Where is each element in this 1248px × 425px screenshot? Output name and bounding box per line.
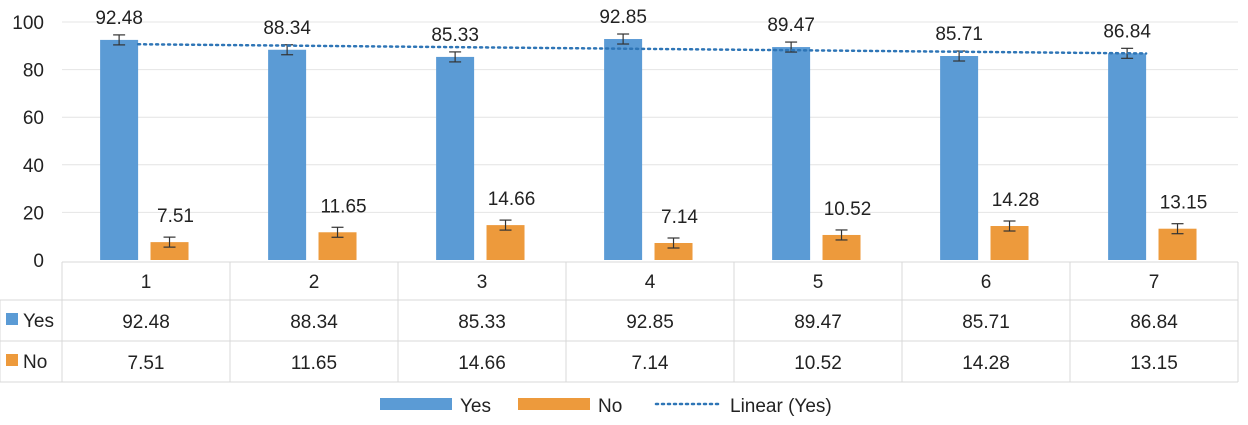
bar-no-3 xyxy=(486,225,525,260)
bar-yes-4 xyxy=(604,39,643,260)
legend-swatch-no xyxy=(518,398,590,410)
series-name-no: No xyxy=(23,352,47,373)
bar-yes-1 xyxy=(100,39,139,260)
data-label-yes-4: 92.85 xyxy=(599,7,647,28)
table-cell-yes: 89.47 xyxy=(794,312,842,333)
data-label-no-2: 11.65 xyxy=(320,196,366,217)
bar-yes-7 xyxy=(1108,53,1147,260)
table-cell-yes: 92.85 xyxy=(626,312,674,333)
data-label-no-5: 10.52 xyxy=(824,199,872,220)
table-cell-no: 13.15 xyxy=(1130,353,1178,374)
legend-key-no xyxy=(6,354,18,366)
error-bar-yes-3 xyxy=(449,51,462,63)
data-label-yes-7: 86.84 xyxy=(1103,21,1151,42)
legend-key-yes xyxy=(6,313,18,325)
bar-yes-2 xyxy=(268,49,307,261)
bar-yes-5 xyxy=(772,47,811,260)
legend-item-trendline: Linear (Yes) xyxy=(654,396,832,417)
table-cell-yes: 88.34 xyxy=(290,312,338,333)
table-cell-no: 10.52 xyxy=(794,353,842,374)
y-tick-label: 60 xyxy=(23,108,44,129)
data-label-yes-2: 88.34 xyxy=(263,18,311,39)
y-tick-label: 20 xyxy=(23,203,44,224)
error-bar-no-2 xyxy=(331,226,344,238)
data-label-no-1: 7.51 xyxy=(157,206,194,227)
error-bar-yes-1 xyxy=(113,34,126,46)
data-label-no-7: 13.15 xyxy=(1160,193,1208,214)
table-cell-no: 7.14 xyxy=(632,353,669,374)
y-tick-label: 80 xyxy=(23,61,44,82)
x-tick-label: 1 xyxy=(141,272,152,293)
x-tick-label: 5 xyxy=(813,272,824,293)
error-bar-no-1 xyxy=(163,236,176,248)
y-tick-label: 0 xyxy=(33,251,44,272)
table-cell-yes: 86.84 xyxy=(1130,312,1178,333)
data-label-no-3: 14.66 xyxy=(488,189,536,210)
table-cell-no: 7.51 xyxy=(128,353,165,374)
y-axis: 0 20 40 60 80 100 xyxy=(12,13,44,272)
error-bar-yes-4 xyxy=(617,33,630,45)
legend: Yes No Linear (Yes) xyxy=(380,396,832,417)
legend-label-no: No xyxy=(598,396,622,417)
data-table: 1 92.48 7.51 2 88.34 11.65 3 85.33 14.66 4 92.85 7.… xyxy=(0,261,1239,383)
x-tick-label: 4 xyxy=(645,272,656,293)
legend-label-yes: Yes xyxy=(460,396,491,417)
bar-no-4 xyxy=(654,243,693,260)
gridlines xyxy=(62,21,1238,213)
data-label-no-4: 7.14 xyxy=(661,207,698,228)
error-bar-no-4 xyxy=(667,237,680,249)
error-bar-no-5 xyxy=(835,229,848,241)
x-tick-label: 7 xyxy=(1149,272,1160,293)
table-cell-no: 14.28 xyxy=(962,353,1010,374)
data-labels: 92.48 7.51 88.34 11.65 85.33 14.66 92.85 7.14 89… xyxy=(95,7,1207,228)
legend-label-trendline: Linear (Yes) xyxy=(730,396,832,417)
bar-yes-3 xyxy=(436,56,475,261)
table-cell-yes: 85.71 xyxy=(962,312,1010,333)
bars xyxy=(100,39,1197,261)
trendline xyxy=(136,43,1148,55)
data-label-no-6: 14.28 xyxy=(992,190,1040,211)
y-tick-label: 100 xyxy=(12,13,44,34)
data-label-yes-1: 92.48 xyxy=(95,8,143,29)
error-bar-no-3 xyxy=(499,219,512,231)
legend-swatch-yes xyxy=(380,398,452,410)
table-cell-yes: 92.48 xyxy=(122,312,170,333)
data-label-yes-6: 85.71 xyxy=(935,24,983,45)
data-label-yes-5: 89.47 xyxy=(767,15,815,36)
bar-no-1 xyxy=(150,242,189,260)
series-name-yes: Yes xyxy=(23,311,54,332)
legend-item-yes: Yes xyxy=(380,396,491,417)
table-row-header-yes: Yes xyxy=(6,311,54,332)
legend-item-no: No xyxy=(518,396,622,417)
bar-yes-6 xyxy=(940,56,979,261)
y-tick-label: 40 xyxy=(23,156,44,177)
x-tick-label: 2 xyxy=(309,272,320,293)
trendline-yes xyxy=(136,43,1148,55)
table-row-header-no: No xyxy=(6,352,47,373)
bar-no-6 xyxy=(990,226,1029,260)
table-cell-no: 11.65 xyxy=(291,353,337,374)
error-bar-no-7 xyxy=(1171,223,1184,235)
data-label-yes-3: 85.33 xyxy=(431,25,479,46)
error-bar-no-6 xyxy=(1003,220,1016,232)
x-tick-label: 6 xyxy=(981,272,992,293)
table-cell-no: 14.66 xyxy=(458,353,506,374)
table-cell-yes: 85.33 xyxy=(458,312,506,333)
x-tick-label: 3 xyxy=(477,272,488,293)
